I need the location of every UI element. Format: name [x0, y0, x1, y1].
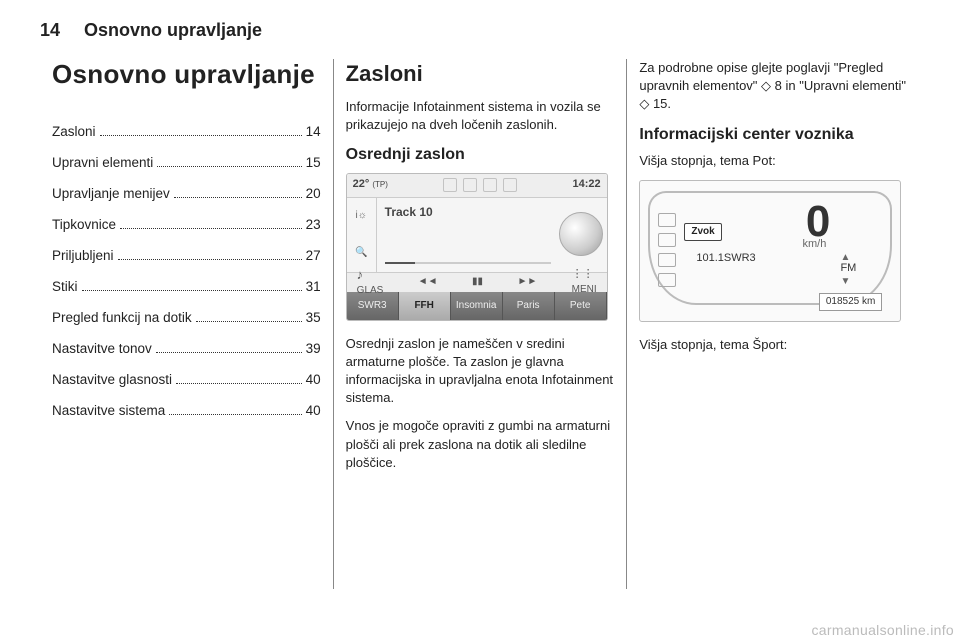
clock: 14:22 [573, 177, 601, 192]
toc-row: Pregled funkcij na dotik 35 [52, 302, 321, 333]
toc-page: 31 [306, 271, 321, 302]
tp-indicator: (TP) [372, 180, 388, 189]
section-title: Osnovno upravljanje [52, 59, 321, 90]
toc-page: 40 [306, 364, 321, 395]
toc-row: Upravljanje menijev 20 [52, 178, 321, 209]
page-number: 14 [40, 20, 60, 41]
heading-center-display: Osrednji zaslon [346, 144, 615, 166]
toc-page: 39 [306, 333, 321, 364]
toc-row: Stiki 31 [52, 271, 321, 302]
progress-bar [385, 262, 551, 264]
toc-label: Pregled funkcij na dotik [52, 302, 192, 333]
toc-page: 40 [306, 395, 321, 426]
toc-row: Tipkovnice 23 [52, 209, 321, 240]
cluster-figure: 0 km/h Zvok 101.1SWR3 ▲ FM ▼ 018525 km [639, 180, 901, 322]
status-icons [443, 178, 517, 192]
center-display-p1: Osrednji zaslon je nameščen v sredini ar… [346, 335, 615, 408]
speed-unit: km/h [803, 237, 827, 252]
toc-page: 35 [306, 302, 321, 333]
preset-tab: Paris [503, 292, 555, 320]
toc-label: Nastavitve glasnosti [52, 364, 172, 395]
toc-label: Stiki [52, 271, 78, 302]
station-label: 101.1SWR3 [696, 251, 755, 266]
preset-tab: Insomnia [451, 292, 503, 320]
search-icon: 🔍 [355, 246, 367, 260]
toc-row: Upravni elementi 15 [52, 147, 321, 178]
pause-icon: ▮▮ [472, 275, 483, 289]
toc-row: Nastavitve sistema 40 [52, 395, 321, 426]
heading-driver-info: Informacijski center voznika [639, 124, 908, 146]
watermark: carmanualsonline.info [812, 622, 955, 638]
intro-text: Informacije Infotainment sistema in vozi… [346, 98, 615, 134]
next-icon: ►► [517, 275, 537, 289]
center-display-p2: Vnos je mogoče opraviti z gumbi na armat… [346, 417, 615, 472]
toc-row: Zasloni 14 [52, 116, 321, 147]
toc-label: Zasloni [52, 116, 96, 147]
header-category: Osnovno upravljanje [84, 20, 262, 41]
toc-label: Tipkovnice [52, 209, 116, 240]
toc-label: Priljubljeni [52, 240, 114, 271]
brightness-icon: i☼ [355, 209, 366, 223]
preset-tab: SWR3 [347, 292, 399, 320]
volume-knob-icon [559, 212, 603, 256]
center-display-figure: 22° (TP) 14:22 i☼ 🔍 Track 10 [346, 173, 608, 321]
toc-page: 15 [306, 147, 321, 178]
odometer: 018525 km [819, 293, 882, 311]
temp-readout: 22° [353, 178, 370, 190]
toc-page: 23 [306, 209, 321, 240]
toc-row: Priljubljeni 27 [52, 240, 321, 271]
heading-zasloni: Zasloni [346, 59, 615, 90]
toc-label: Nastavitve sistema [52, 395, 165, 426]
cluster-caption-2: Višja stopnja, tema Šport: [639, 336, 908, 354]
toc-page: 27 [306, 240, 321, 271]
toc-row: Nastavitve tonov 39 [52, 333, 321, 364]
cluster-left-icons [658, 213, 676, 287]
preset-tabs: SWR3FFHInsomniaParisPete [347, 292, 607, 320]
toc-label: Upravljanje menijev [52, 178, 170, 209]
preset-tab: FFH [399, 292, 451, 320]
down-arrow-icon: ▼ [840, 275, 850, 289]
toc-label: Upravni elementi [52, 147, 153, 178]
crossref-text: Za podrobne opise glejte poglavji "Pregl… [639, 59, 908, 114]
toc-label: Nastavitve tonov [52, 333, 152, 364]
prev-icon: ◄◄ [418, 275, 438, 289]
cluster-caption: Višja stopnja, tema Pot: [639, 152, 908, 170]
toc-page: 14 [306, 116, 321, 147]
sound-tag: Zvok [684, 223, 721, 241]
toc-page: 20 [306, 178, 321, 209]
toc-row: Nastavitve glasnosti 40 [52, 364, 321, 395]
table-of-contents: Zasloni14Upravni elementi15Upravljanje m… [52, 116, 321, 426]
preset-tab: Pete [555, 292, 607, 320]
